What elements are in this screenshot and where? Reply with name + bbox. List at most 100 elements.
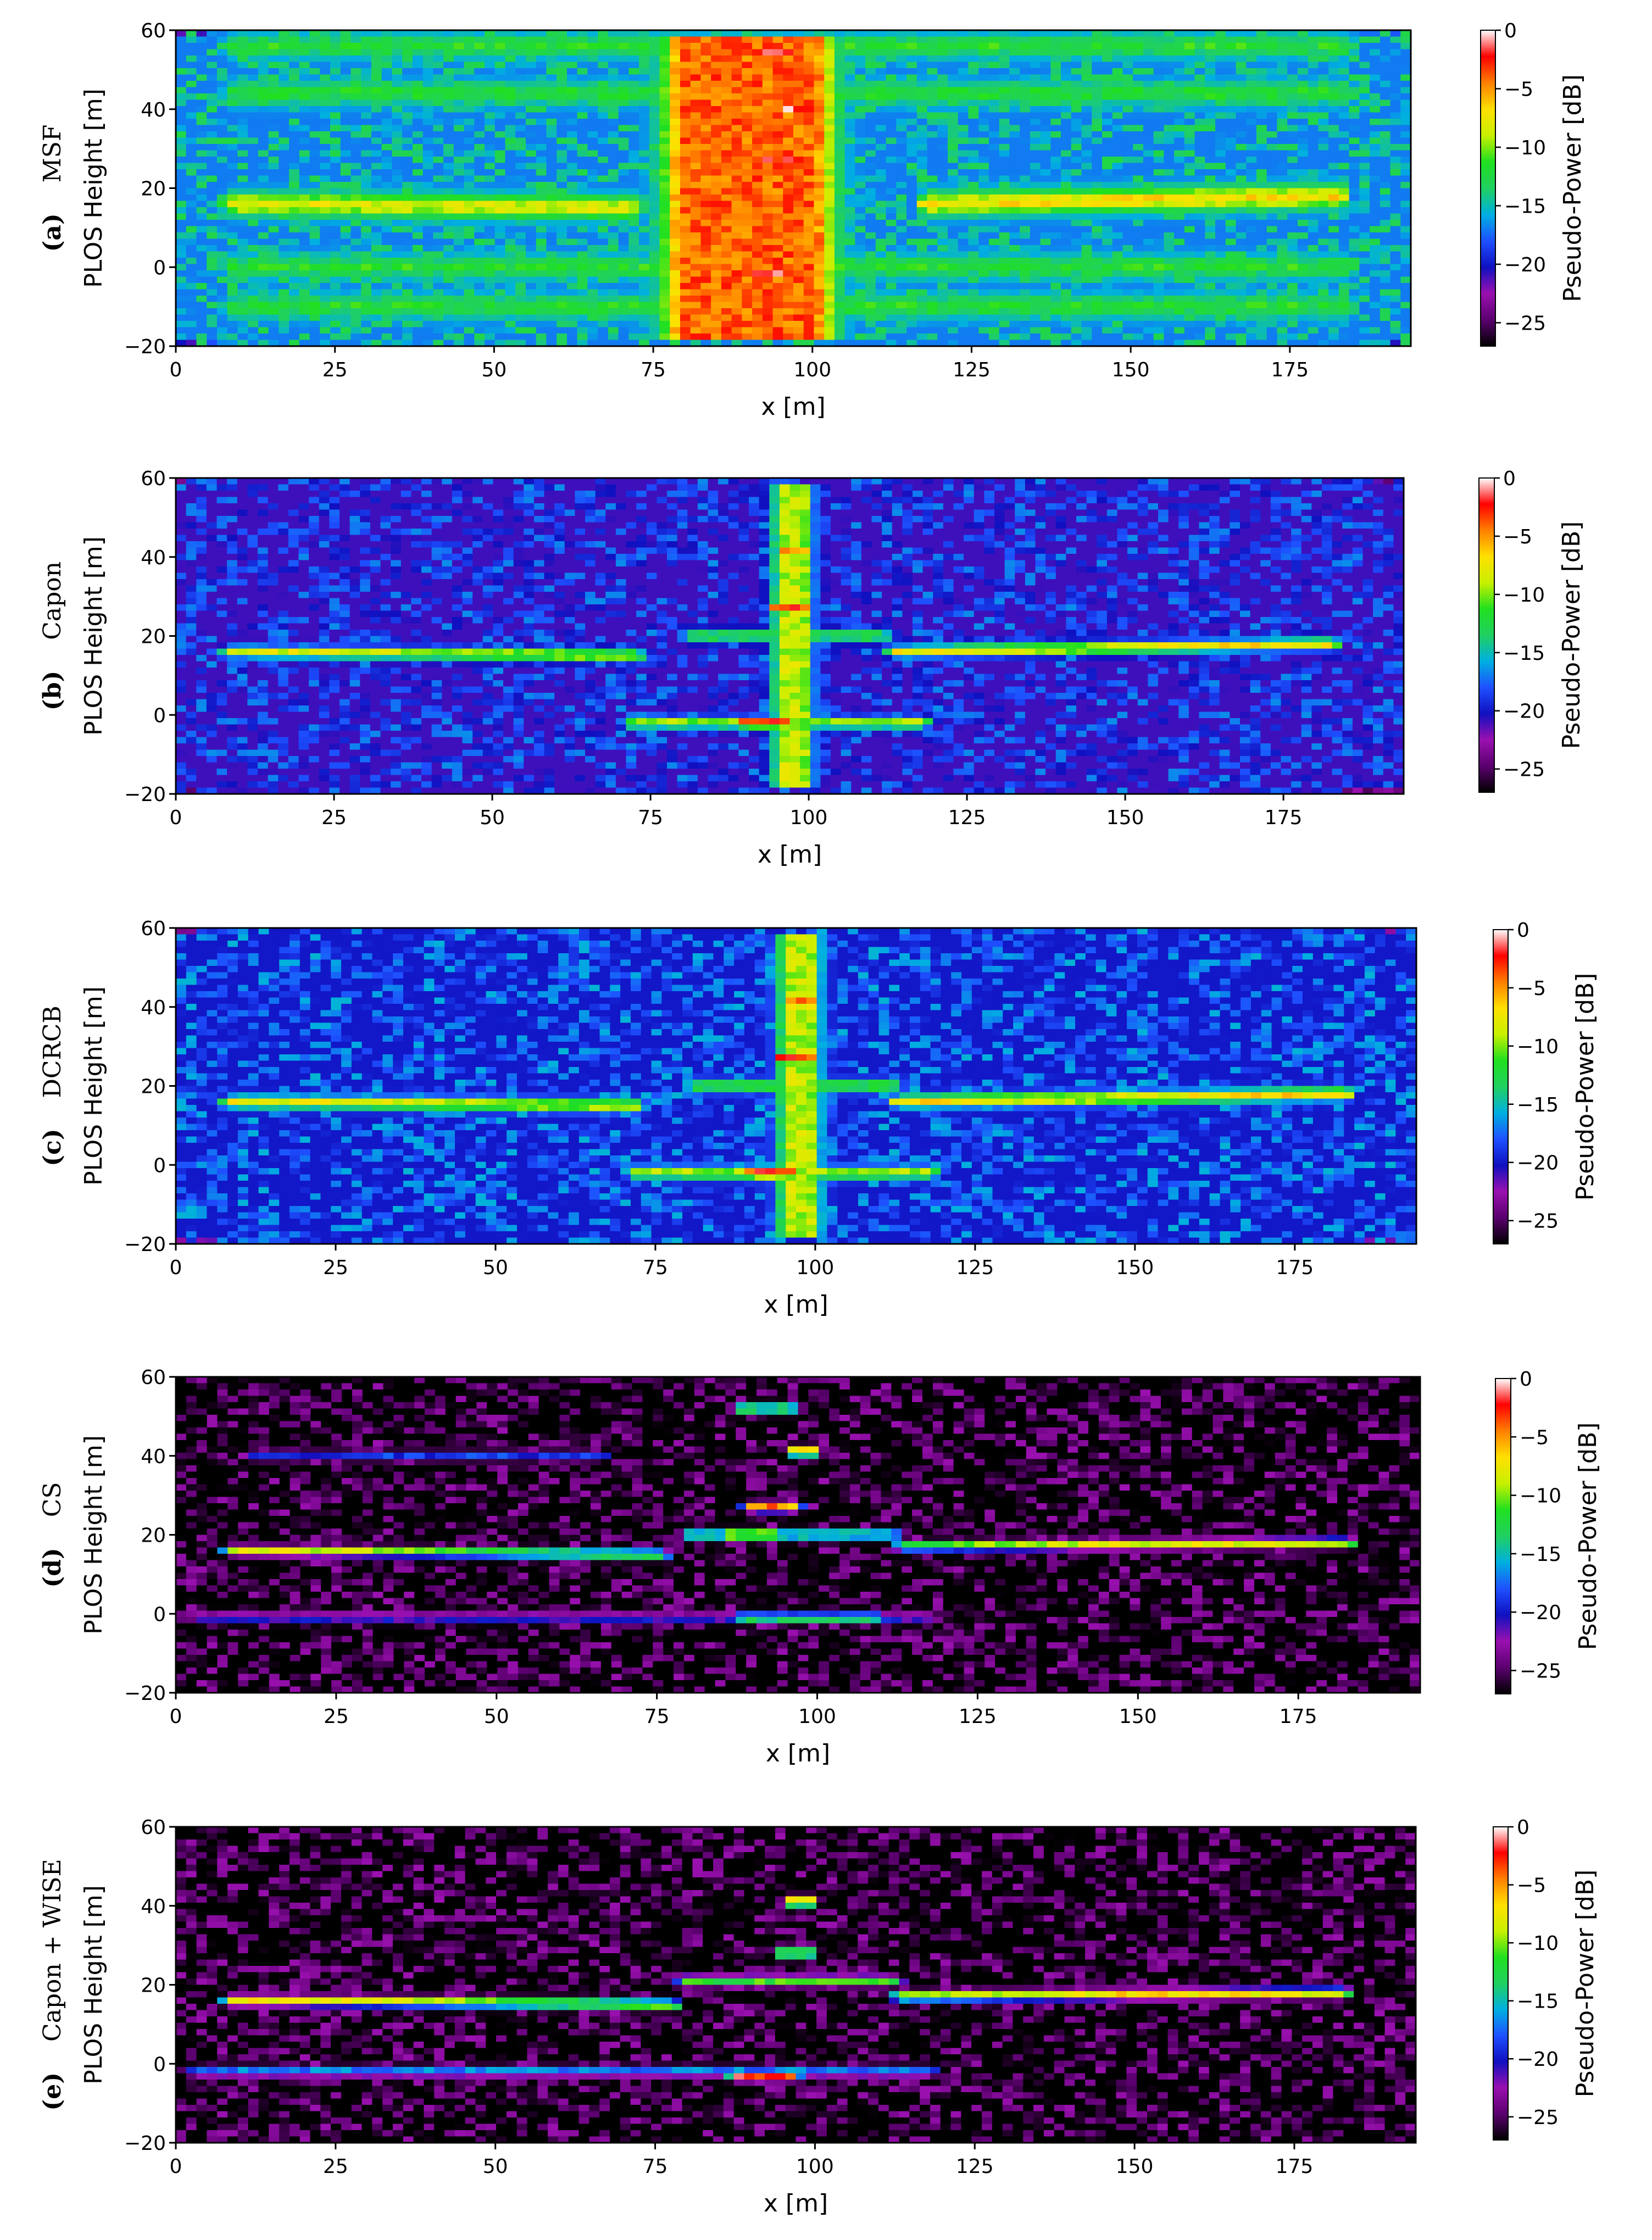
- heatmap-cell: [454, 49, 464, 56]
- heatmap-cell: [320, 270, 330, 277]
- heatmap-cell: [176, 157, 186, 163]
- heatmap-cell: [279, 226, 289, 233]
- heatmap-cell: [299, 119, 310, 125]
- heatmap-cell: [423, 334, 433, 340]
- heatmap-cell: [227, 245, 238, 252]
- heatmap-cell: [248, 245, 258, 252]
- heatmap-cell: [196, 188, 207, 195]
- heatmap-cell: [320, 125, 330, 132]
- heatmap-cell: [433, 30, 443, 37]
- heatmap-cell: [258, 182, 269, 188]
- heatmap-cell: [423, 283, 433, 290]
- heatmap-cell: [176, 87, 186, 94]
- heatmap-cell: [196, 125, 207, 132]
- heatmap-cell: [330, 315, 341, 321]
- heatmap-cell: [443, 49, 454, 56]
- heatmap-cell: [361, 264, 371, 271]
- heatmap-cell: [279, 49, 289, 56]
- heatmap-cell: [237, 308, 248, 315]
- heatmap-cell: [443, 334, 454, 340]
- heatmap-cell: [269, 163, 279, 170]
- heatmap-cell: [289, 283, 299, 290]
- heatmap-cell: [330, 182, 341, 188]
- heatmap-cell: [207, 327, 217, 334]
- heatmap-cell: [269, 270, 279, 277]
- heatmap-cell: [237, 245, 248, 252]
- heatmap-cell: [227, 144, 238, 151]
- heatmap-cell: [227, 334, 238, 340]
- heatmap-cell: [392, 62, 402, 69]
- heatmap-cell: [413, 157, 423, 163]
- heatmap-cell: [392, 49, 402, 56]
- heatmap-cell: [443, 264, 454, 271]
- heatmap-cell: [279, 131, 289, 138]
- heatmap-cell: [207, 277, 217, 284]
- heatmap-cell: [269, 62, 279, 69]
- heatmap-cell: [258, 327, 269, 334]
- heatmap-cell: [361, 55, 371, 62]
- heatmap-cell: [402, 302, 413, 309]
- heatmap-cell: [433, 49, 443, 56]
- heatmap-cell: [382, 144, 392, 151]
- heatmap-cell: [269, 239, 279, 246]
- heatmap-cell: [392, 81, 402, 87]
- heatmap-cell: [196, 214, 207, 220]
- heatmap-cell: [330, 232, 341, 239]
- heatmap-cell: [423, 81, 433, 87]
- heatmap-cell: [341, 169, 351, 176]
- heatmap-cell: [382, 264, 392, 271]
- heatmap-cell: [227, 207, 238, 214]
- heatmap-cell: [289, 277, 299, 284]
- heatmap-cell: [196, 315, 207, 321]
- heatmap-cell: [443, 151, 454, 157]
- heatmap-cell: [320, 37, 330, 43]
- heatmap-cell: [186, 163, 197, 170]
- heatmap-cell: [443, 68, 454, 75]
- heatmap-cell: [443, 131, 454, 138]
- heatmap-cell: [176, 163, 186, 170]
- heatmap-cell: [351, 182, 361, 188]
- heatmap-cell: [258, 290, 269, 296]
- heatmap-cell: [196, 220, 207, 226]
- heatmap-cell: [258, 176, 269, 182]
- heatmap-cell: [196, 49, 207, 56]
- heatmap-cell: [207, 151, 217, 157]
- heatmap-cell: [423, 302, 433, 309]
- heatmap-cell: [248, 138, 258, 144]
- heatmap-cell: [269, 113, 279, 119]
- heatmap-cell: [299, 93, 310, 100]
- heatmap-cell: [402, 201, 413, 208]
- heatmap-cell: [186, 125, 197, 132]
- heatmap-cell: [423, 201, 433, 208]
- heatmap-cell: [382, 43, 392, 49]
- heatmap-cell: [186, 290, 197, 296]
- heatmap-cell: [237, 87, 248, 94]
- heatmap-cell: [299, 75, 310, 81]
- heatmap-cell: [361, 138, 371, 144]
- heatmap-cell: [289, 321, 299, 327]
- heatmap-cell: [330, 75, 341, 81]
- heatmap-cell: [310, 87, 320, 94]
- heatmap-cell: [464, 49, 475, 56]
- heatmap-cell: [464, 37, 475, 43]
- heatmap-cell: [392, 334, 402, 340]
- heatmap-cell: [341, 68, 351, 75]
- heatmap-cell: [361, 188, 371, 195]
- heatmap-cell: [217, 119, 227, 125]
- heatmap-cell: [423, 163, 433, 170]
- heatmap-cell: [248, 232, 258, 239]
- heatmap-cell: [227, 315, 238, 321]
- heatmap-cell: [289, 194, 299, 201]
- heatmap-cell: [176, 188, 186, 195]
- heatmap-cell: [289, 302, 299, 309]
- heatmap-cell: [371, 321, 382, 327]
- heatmap-cell: [248, 49, 258, 56]
- heatmap-cell: [248, 75, 258, 81]
- heatmap-cell: [248, 264, 258, 271]
- heatmap-cell: [433, 201, 443, 208]
- heatmap-cell: [443, 113, 454, 119]
- heatmap-cell: [269, 308, 279, 315]
- heatmap-cell: [423, 157, 433, 163]
- heatmap-cell: [248, 252, 258, 258]
- heatmap-cell: [371, 290, 382, 296]
